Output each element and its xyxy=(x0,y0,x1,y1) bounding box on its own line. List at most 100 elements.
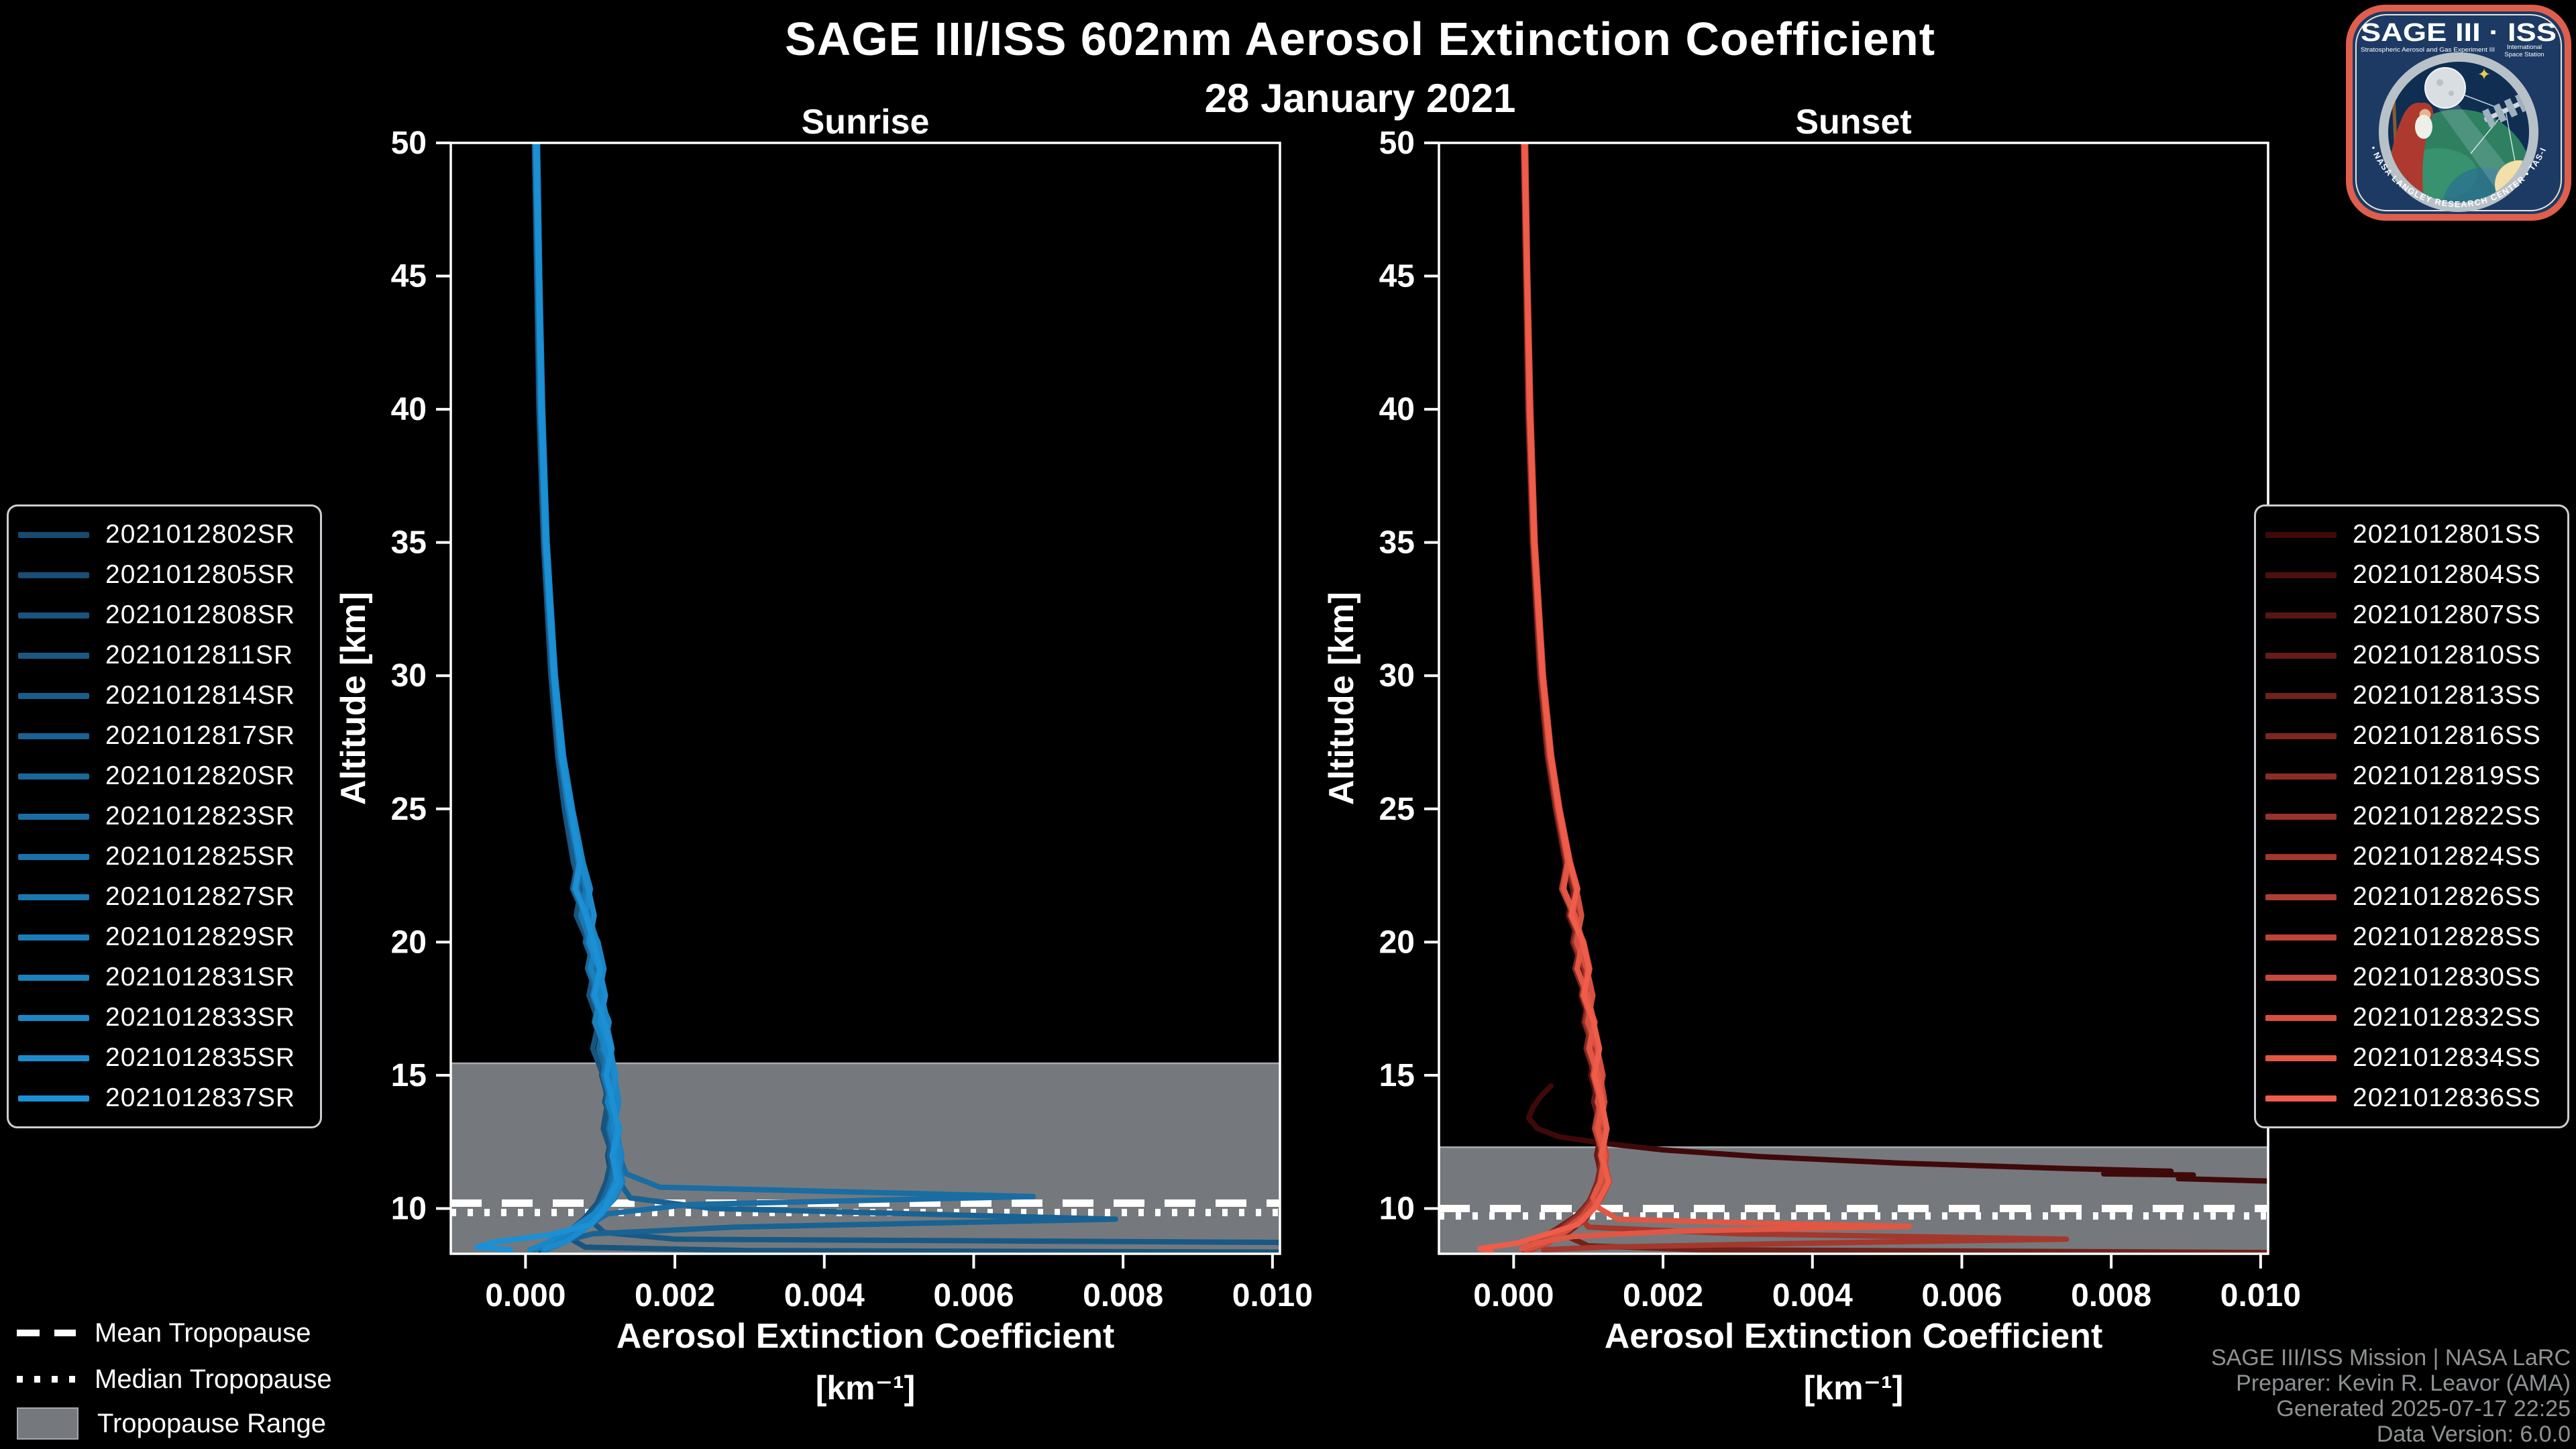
y-tick-label: 30 xyxy=(1379,658,1415,694)
tropopause-range-label: Tropopause Range xyxy=(97,1408,326,1438)
legend-item-mean-tropopause: Mean Tropopause xyxy=(17,1314,311,1352)
legend-line-swatch xyxy=(18,853,89,860)
x-tick-label: 0.006 xyxy=(933,1278,1014,1313)
legend-item-2021012832SS: 2021012832SS xyxy=(2265,998,2558,1038)
occultation-beam xyxy=(2433,88,2522,197)
profile-2021012813SS xyxy=(1522,143,2268,1254)
legend-event-label: 2021012835SR xyxy=(105,1043,296,1072)
legend-event-label: 2021012834SS xyxy=(2353,1043,2541,1072)
x-axis-units-sunset: [km⁻¹] xyxy=(1803,1369,1904,1407)
legend-item-2021012808SR: 2021012808SR xyxy=(18,595,311,635)
legend-line-swatch xyxy=(2265,692,2337,699)
profile-2021012804SS xyxy=(1520,143,1605,1249)
legend-item-2021012802SR: 2021012802SR xyxy=(18,515,311,555)
legend-event-label: 2021012832SS xyxy=(2353,1003,2541,1032)
legend-line-swatch xyxy=(18,572,89,578)
legend-event-label: 2021012824SS xyxy=(2353,842,2541,871)
legend-event-label: 2021012825SR xyxy=(105,842,296,871)
panel-sunrise: 0.000 0.002 0.004 0.006 0.008 0.010 10 15 20 25 30… xyxy=(391,125,1313,1313)
y-tick-label: 35 xyxy=(1379,525,1415,561)
y-tick-label: 10 xyxy=(1379,1191,1415,1226)
legend-item-2021012826SS: 2021012826SS xyxy=(2265,877,2558,917)
moon xyxy=(2424,67,2466,109)
y-tick-label: 20 xyxy=(391,924,427,960)
legend-event-label: 2021012833SR xyxy=(105,1003,296,1032)
legend-sunrise-events: 2021012802SR 2021012805SR 2021012808SR 2021… xyxy=(7,504,322,1128)
legend-event-label: 2021012817SR xyxy=(105,721,296,750)
legend-line-swatch xyxy=(2265,612,2337,619)
legend-line-swatch xyxy=(2265,572,2337,578)
profile-lines xyxy=(1477,143,2268,1254)
legend-event-label: 2021012805SR xyxy=(105,560,296,589)
iss xyxy=(2482,93,2529,128)
attribution-data-version: Data Version: 6.0.0 xyxy=(2376,1421,2571,1447)
legend-item-2021012814SR: 2021012814SR xyxy=(18,676,311,716)
star-icon: ✦ xyxy=(2477,66,2491,84)
legend-line-swatch xyxy=(2265,894,2337,900)
attribution-preparer: Preparer: Kevin R. Leavor (AMA) xyxy=(2236,1371,2571,1396)
mean-tropopause-dash-swatch xyxy=(17,1330,76,1336)
legend-line-swatch xyxy=(18,1095,89,1102)
patch-title: SAGE III · ISS xyxy=(2361,19,2557,47)
y-tick-label: 40 xyxy=(391,392,427,427)
legend-line-swatch xyxy=(2265,813,2337,820)
panel-title-sunset: Sunset xyxy=(1795,103,1912,142)
panel-sunset: 0.000 0.002 0.004 0.006 0.008 0.010 10 15 20 25 30… xyxy=(1379,125,2301,1313)
legend-item-2021012837SR: 2021012837SR xyxy=(18,1078,311,1118)
y-tick-label: 25 xyxy=(1379,792,1415,827)
legend-line-swatch xyxy=(18,974,89,981)
legend-line-swatch xyxy=(2265,1055,2337,1061)
legend-line-swatch xyxy=(2265,1095,2337,1102)
legend-line-swatch xyxy=(18,1055,89,1061)
legend-item-2021012822SS: 2021012822SS xyxy=(2265,796,2558,837)
legend-item-2021012817SR: 2021012817SR xyxy=(18,716,311,756)
profile-2021012834SS xyxy=(1518,143,1913,1252)
x-tick-label: 0.004 xyxy=(1772,1278,1853,1313)
y-tick-label: 15 xyxy=(1379,1058,1415,1093)
x-axis-label-sunrise: Aerosol Extinction Coefficient xyxy=(616,1317,1115,1356)
legend-event-label: 2021012830SS xyxy=(2353,963,2541,991)
y-tick-label: 30 xyxy=(391,658,427,694)
legend-sunset-events: 2021012801SS 2021012804SS 2021012807SS 2021… xyxy=(2254,504,2569,1128)
legend-event-label: 2021012807SS xyxy=(2353,600,2541,629)
attribution-block: SAGE III/ISS Mission | NASA LaRC Prepare… xyxy=(2211,1345,2571,1447)
legend-event-label: 2021012816SS xyxy=(2353,721,2541,750)
y-tick-label: 20 xyxy=(1379,924,1415,960)
legend-event-label: 2021012822SS xyxy=(2353,802,2541,830)
x-tick-label: 0.000 xyxy=(1473,1278,1554,1313)
legend-item-median-tropopause: Median Tropopause xyxy=(17,1360,332,1398)
legend-event-label: 2021012802SR xyxy=(105,520,296,549)
x-axis-label-sunset: Aerosol Extinction Coefficient xyxy=(1604,1317,2103,1356)
profile-2021012836SS xyxy=(1477,143,1611,1254)
legend-line-swatch xyxy=(2265,733,2337,739)
legend-event-label: 2021012811SR xyxy=(105,641,294,669)
plot-frame xyxy=(449,142,1281,1255)
legend-line-swatch xyxy=(18,934,89,941)
mean-tropopause-label: Mean Tropopause xyxy=(95,1318,311,1348)
x-tick-label: 0.002 xyxy=(1623,1278,1703,1313)
legend-line-swatch xyxy=(2265,652,2337,659)
legend-item-2021012833SR: 2021012833SR xyxy=(18,998,311,1038)
profile-lines xyxy=(474,143,1280,1254)
y-tick-label: 25 xyxy=(391,792,427,827)
legend-line-swatch xyxy=(18,531,89,538)
median-tropopause-dot-swatch xyxy=(17,1376,76,1383)
legend-event-label: 2021012804SS xyxy=(2353,560,2541,589)
x-tick-label: 0.002 xyxy=(635,1278,715,1313)
legend-line-swatch xyxy=(18,894,89,900)
legend-item-2021012804SS: 2021012804SS xyxy=(2265,555,2558,595)
legend-event-label: 2021012820SR xyxy=(105,761,296,790)
legend-item-tropopause-range: Tropopause Range xyxy=(17,1405,326,1442)
legend-item-2021012831SR: 2021012831SR xyxy=(18,957,311,998)
patch-subtitle-left: Stratospheric Aerosol and Gas Experiment… xyxy=(2361,46,2495,53)
patch-subtitle-right-1: International xyxy=(2507,44,2542,51)
x-tick-label: 0.010 xyxy=(1232,1278,1313,1313)
y-tick-label: 50 xyxy=(391,125,427,161)
legend-line-swatch xyxy=(18,813,89,820)
y-tick-label: 45 xyxy=(1379,259,1415,294)
legend-item-2021012810SS: 2021012810SS xyxy=(2265,635,2558,676)
legend-line-swatch xyxy=(2265,934,2337,941)
figure-title: SAGE III/ISS 602nm Aerosol Extinction Co… xyxy=(784,13,1936,65)
legend-event-label: 2021012828SS xyxy=(2353,922,2541,951)
